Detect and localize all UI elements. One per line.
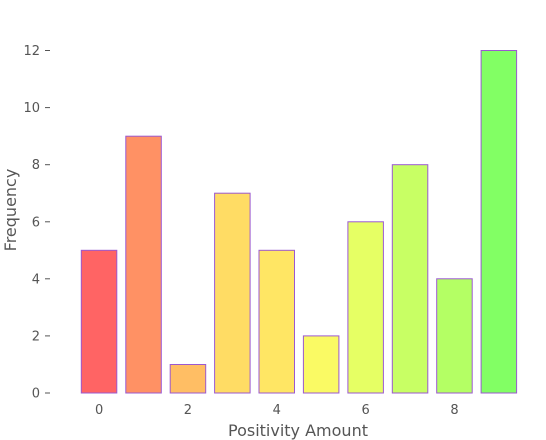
x-tick-group: 0 2 4 6 8 bbox=[95, 403, 459, 418]
bar-8 bbox=[436, 278, 473, 394]
bar-2 bbox=[169, 364, 207, 394]
x-tick-label-8: 8 bbox=[450, 403, 458, 418]
y-tick-label-4: 4 bbox=[32, 272, 40, 287]
bar-7 bbox=[391, 164, 429, 394]
y-tick-label-8: 8 bbox=[32, 158, 40, 173]
y-tick-label-12: 12 bbox=[23, 44, 40, 59]
x-tick-label-6: 6 bbox=[361, 403, 369, 418]
bar-0 bbox=[80, 249, 118, 394]
bar-3 bbox=[214, 192, 251, 394]
bar-6 bbox=[347, 221, 384, 394]
x-tick-label-4: 4 bbox=[273, 403, 281, 418]
bar-9 bbox=[480, 50, 518, 394]
y-tick-label-0: 0 bbox=[32, 387, 40, 402]
y-tick-group: 0 2 4 6 8 10 12 bbox=[23, 44, 50, 402]
y-tick-label-10: 10 bbox=[23, 101, 40, 116]
x-axis-title: Positivity Amount bbox=[228, 421, 368, 440]
bar-5 bbox=[302, 335, 340, 394]
bars-group bbox=[80, 50, 518, 394]
x-tick-label-0: 0 bbox=[95, 403, 103, 418]
y-tick-label-6: 6 bbox=[32, 215, 40, 230]
bar-1 bbox=[125, 135, 162, 394]
bar-4 bbox=[258, 249, 295, 394]
y-tick-label-2: 2 bbox=[32, 329, 40, 344]
y-axis-title: Frequency bbox=[1, 169, 20, 252]
x-tick-label-2: 2 bbox=[184, 403, 192, 418]
